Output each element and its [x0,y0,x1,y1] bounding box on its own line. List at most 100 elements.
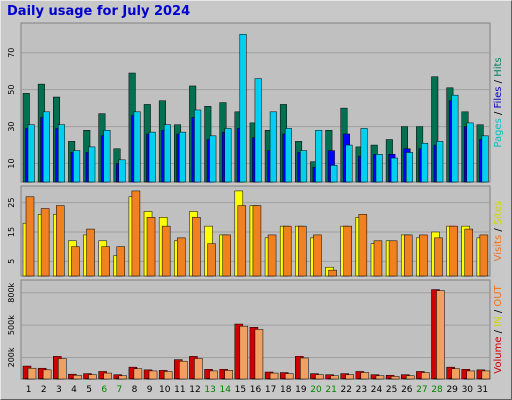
bar-out-6 [103,372,112,380]
bar-out-10 [163,371,173,380]
bar-out-30 [466,370,475,380]
bar-pages-29 [451,94,459,183]
panel-legend-bottom: Volume / IN / OUT [493,284,504,373]
bar-visits-6 [101,246,110,277]
bar-out-9 [148,370,158,380]
bar-pages-20 [315,130,323,183]
bar-pages-16 [254,78,262,183]
bar-out-25 [390,376,400,380]
bar-pages-21 [330,165,338,183]
panel-legend-middle: Visits / Sites [493,201,504,262]
x-tick-label-23: 23 [356,385,367,395]
bar-pages-27 [421,142,429,183]
bar-visits-28 [434,237,443,277]
x-tick-label-24: 24 [371,385,383,395]
bar-visits-11 [177,237,186,277]
x-tick-label-30: 30 [462,385,474,395]
x-tick-label-19: 19 [295,385,307,395]
bar-pages-25 [390,157,398,183]
bar-pages-10 [163,124,171,183]
x-tick-label-4: 4 [71,385,77,395]
bar-visits-27 [419,234,428,277]
x-tick-label-9: 9 [147,385,153,395]
bar-out-18 [284,373,294,380]
bar-visits-30 [464,228,473,277]
bar-out-19 [300,357,309,380]
bar-out-28 [436,290,445,380]
bar-out-22 [345,374,354,380]
legend-part: Hits [493,57,504,76]
bar-visits-4 [71,246,80,277]
bar-pages-3 [58,124,66,183]
bar-visits-13 [207,243,216,277]
x-tick-label-25: 25 [386,385,397,395]
bar-out-17 [269,372,279,380]
y-tick-label: 15 [7,227,16,237]
bar-visits-21 [328,269,337,277]
bar-out-1 [27,367,37,380]
bar-pages-11 [179,131,187,183]
bar-pages-5 [88,146,96,183]
bar-out-14 [224,370,233,380]
bar-visits-9 [146,217,156,277]
bar-out-5 [88,374,97,380]
bar-pages-14 [224,128,232,183]
bar-pages-23 [360,128,368,183]
bar-visits-25 [388,240,398,277]
bar-visits-7 [116,246,126,277]
x-tick-label-16: 16 [250,385,262,395]
bar-out-15 [239,325,249,380]
x-tick-label-27: 27 [416,385,427,395]
bar-out-23 [360,372,370,380]
bar-visits-10 [161,225,171,277]
bar-visits-23 [358,214,368,277]
x-tick-label-26: 26 [401,385,413,395]
legend-part: OUT [493,284,504,306]
x-tick-label-12: 12 [189,385,200,395]
bar-out-12 [194,358,203,380]
bar-pages-22 [345,144,353,183]
y-tick-label: 10 [7,158,16,168]
x-tick-label-10: 10 [159,385,171,395]
bar-pages-12 [194,109,202,183]
bar-visits-20 [313,234,322,277]
x-tick-label-1: 1 [26,385,32,395]
bar-pages-28 [436,141,444,183]
bar-visits-17 [267,234,277,277]
bar-out-3 [58,358,67,380]
bar-out-8 [133,368,143,380]
x-tick-label-18: 18 [280,385,292,395]
x-tick-label-17: 17 [265,385,276,395]
y-tick-label: 500k [7,315,16,335]
legend-part: / [493,327,504,337]
bar-out-4 [73,374,82,380]
y-tick-label: 30 [7,121,16,131]
bar-visits-18 [282,225,292,277]
chart-title: Daily usage for July 2024 [7,4,191,19]
bar-out-11 [179,360,188,380]
bar-out-7 [118,375,128,380]
legend-part: / [493,77,504,87]
bar-pages-15 [239,33,247,183]
bar-out-29 [451,368,460,380]
bar-pages-8 [133,111,141,183]
bar-visits-22 [343,225,352,277]
x-tick-label-11: 11 [174,385,185,395]
legend-part: / [493,225,504,235]
y-tick-label: 200k [7,347,16,367]
bar-pages-19 [300,150,308,183]
x-tick-label-7: 7 [116,385,122,395]
legend-part: IN [493,316,504,326]
bar-pages-1 [27,124,35,183]
bar-out-27 [421,372,430,380]
bar-visits-29 [449,225,458,277]
legend-part: Files [493,87,504,109]
x-tick-label-13: 13 [204,385,215,395]
bar-pages-30 [466,122,474,183]
bar-out-2 [42,369,52,380]
bar-visits-14 [222,234,231,277]
bar-pages-13 [209,135,217,183]
bar-visits-1 [25,196,35,277]
bar-visits-12 [192,217,201,277]
